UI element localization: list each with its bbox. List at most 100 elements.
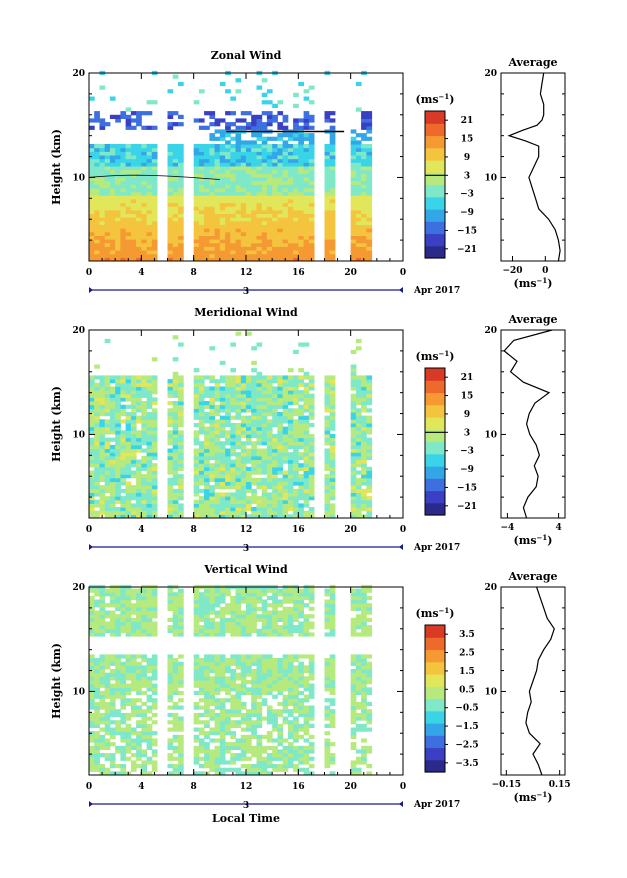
colorbar-swatch [425, 650, 445, 663]
y-axis-label: Height (km) [50, 386, 63, 462]
colorbar-swatch [425, 686, 445, 699]
average-x-tick-label: −0.15 [492, 780, 521, 790]
colorbar-tick-label: −15 [457, 226, 477, 236]
colorbar: 3.52.51.50.5−0.5−1.5−2.5−3.5(ms−1) [415, 606, 478, 773]
average-x-label-close: ) [547, 534, 552, 547]
date-bar-cap [89, 801, 93, 807]
colorbar-unit: (ms−1) [415, 349, 454, 363]
colorbar-tick-label: −3 [460, 190, 474, 200]
average-line [504, 330, 552, 518]
date-bar-cap [399, 801, 403, 807]
average-frame [501, 73, 565, 261]
colorbar-tick-label: −3 [460, 447, 474, 457]
colorbar-tick-label: 3.5 [459, 630, 475, 640]
date-day: 3 [243, 287, 249, 297]
colorbar-tick-label: 15 [461, 392, 474, 402]
date-bar-cap [399, 544, 403, 550]
x-tick-label: 0 [400, 525, 406, 535]
chart-title: Vertical Wind [203, 563, 288, 576]
y-axis-label: Height (km) [50, 643, 63, 719]
colorbar-swatch [425, 160, 445, 173]
colorbar-swatch [425, 454, 445, 467]
colorbar-swatch [425, 417, 445, 430]
average-y-tick-label: 10 [484, 687, 497, 697]
x-tick-label: 0 [400, 268, 406, 278]
x-tick-label: 16 [292, 782, 305, 792]
y-tick-label: 20 [72, 326, 85, 336]
colorbar-swatch [425, 478, 445, 491]
x-tick-label: 12 [240, 525, 253, 535]
y-axis-label: Height (km) [50, 129, 63, 205]
colorbar-swatch [425, 735, 445, 748]
colorbar-swatch [425, 136, 445, 149]
colorbar-tick-label: −3.5 [455, 759, 478, 769]
colorbar-tick-label: −21 [457, 502, 477, 512]
x-tick-label: 16 [292, 525, 305, 535]
colorbar-swatch [425, 711, 445, 724]
colorbar-unit: (ms−1) [415, 606, 454, 620]
average-x-label-close: ) [547, 791, 552, 804]
x-tick-label: 0 [86, 268, 92, 278]
x-tick-label: 0 [400, 782, 406, 792]
colorbar-swatch [425, 380, 445, 393]
x-tick-label: 12 [240, 782, 253, 792]
colorbar-swatch [425, 637, 445, 650]
colorbar-swatch [425, 674, 445, 687]
average-title: Average [507, 56, 557, 69]
average-x-tick-label: 0.15 [549, 780, 571, 790]
x-tick-label: 4 [138, 782, 144, 792]
colorbar-unit-close: ) [449, 350, 454, 363]
colorbar-unit-base: (ms [415, 607, 438, 620]
average-x-label: (ms−1) [513, 533, 552, 547]
colorbar-swatch [425, 748, 445, 761]
colorbar-swatch [425, 723, 445, 736]
chart-title: Meridional Wind [194, 306, 298, 319]
colorbar-swatch [425, 442, 445, 455]
colorbar-swatch [425, 503, 445, 516]
colorbar-swatch [425, 172, 445, 185]
colorbar-swatch [425, 111, 445, 124]
colorbar-unit-exp: −1 [439, 92, 450, 101]
colorbar-tick-label: −0.5 [455, 704, 478, 714]
colorbar-unit: (ms−1) [415, 92, 454, 106]
x-tick-label: 4 [138, 268, 144, 278]
average-x-label: (ms−1) [513, 276, 552, 290]
heatmap-field [89, 332, 372, 519]
colorbar-tick-label: −15 [457, 483, 477, 493]
average-x-label-base: (ms [513, 534, 536, 547]
colorbar-swatch [425, 148, 445, 161]
date-bar-cap [89, 544, 93, 550]
colorbar-tick-label: −9 [460, 465, 474, 475]
heatmap-field [89, 585, 372, 776]
colorbar-tick-label: 21 [461, 373, 474, 383]
colorbar-tick-label: 21 [461, 116, 474, 126]
date-label: Apr 2017 [413, 543, 460, 553]
x-tick-label: 0 [86, 782, 92, 792]
heatmap-field [89, 71, 372, 262]
average-x-tick-label: 4 [555, 523, 561, 533]
colorbar-swatch [425, 209, 445, 222]
colorbar-tick-label: 2.5 [459, 649, 475, 659]
y-tick-label: 10 [72, 430, 85, 440]
date-label: Apr 2017 [413, 800, 460, 810]
colorbar-swatch [425, 491, 445, 504]
y-tick-label: 10 [72, 687, 85, 697]
average-line [526, 587, 554, 775]
colorbar-swatch [425, 405, 445, 418]
colorbar-swatch [425, 234, 445, 247]
date-label: Apr 2017 [413, 286, 460, 296]
colorbar-unit-exp: −1 [439, 606, 450, 615]
colorbar-unit-base: (ms [415, 93, 438, 106]
x-tick-label: 20 [344, 268, 357, 278]
colorbar-unit-exp: −1 [439, 349, 450, 358]
colorbar-unit-close: ) [449, 607, 454, 620]
x-tick-label: 0 [86, 525, 92, 535]
colorbar-tick-label: 0.5 [459, 685, 475, 695]
colorbar-swatch [425, 466, 445, 479]
colorbar-swatch [425, 197, 445, 210]
